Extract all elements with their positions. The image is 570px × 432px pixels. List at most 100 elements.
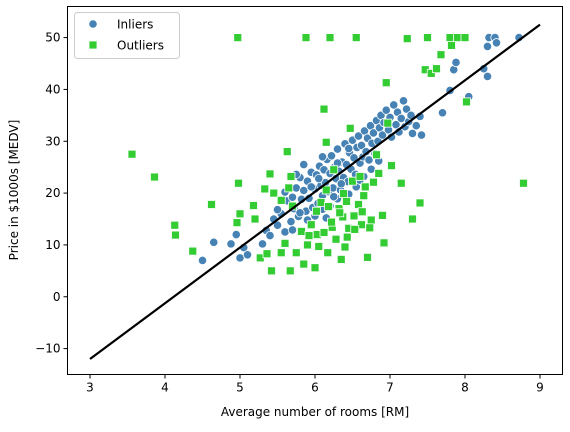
inlier-point [287, 192, 298, 202]
outlier-point [339, 189, 348, 199]
outlier-point [280, 238, 290, 248]
outlier-point [284, 183, 294, 193]
outlier-point [372, 150, 381, 160]
outlier-point [306, 220, 316, 230]
x-axis-ticks: 3 4 5 6 7 8 9 [86, 374, 544, 395]
inlier-point [295, 208, 305, 218]
y-axis-ticks: −10 0 10 20 30 40 50 [35, 31, 68, 356]
regression-line-layer [89, 23, 541, 360]
inlier-point [280, 227, 290, 237]
outlier-point [170, 220, 180, 230]
outlier-point [232, 218, 242, 228]
outlier-point [304, 231, 314, 240]
inlier-point [437, 108, 448, 118]
outlier-point [383, 118, 393, 128]
outlier-point [233, 33, 243, 42]
y-tick-label: −10 [35, 342, 60, 356]
inlier-point [209, 237, 219, 247]
outlier-point [301, 33, 311, 42]
legend-marker-outliers [88, 40, 98, 50]
inlier-point [411, 121, 421, 131]
y-tick-label: 20 [45, 186, 60, 200]
inlier-point [356, 140, 367, 151]
outlier-point [150, 172, 159, 182]
outlier-point [282, 147, 292, 157]
outlier-point [314, 242, 324, 251]
outlier-point [426, 68, 436, 78]
outlier-point [267, 266, 276, 276]
inlier-point [416, 130, 427, 140]
series-inliers [197, 32, 524, 266]
inlier-point [314, 173, 324, 184]
outlier-point [262, 249, 272, 259]
inlier-point [482, 71, 493, 82]
outlier-point [327, 217, 336, 227]
inlier-point [226, 239, 236, 249]
regression-line [89, 23, 541, 360]
outlier-point [316, 198, 326, 207]
inlier-point [451, 57, 461, 68]
inlier-point [336, 179, 346, 189]
outlier-point [276, 195, 286, 205]
inlier-point [491, 38, 502, 48]
x-tick-label: 7 [386, 381, 394, 395]
outlier-point [445, 33, 455, 42]
outlier-point [379, 238, 389, 248]
y-tick-label: 0 [53, 290, 61, 304]
outlier-point [387, 161, 396, 171]
outlier-point [235, 209, 245, 219]
inlier-point [401, 104, 412, 114]
inlier-point [482, 41, 493, 52]
outlier-point [297, 227, 306, 236]
outlier-point [250, 214, 260, 224]
outlier-point [381, 78, 391, 88]
outlier-point [291, 248, 301, 258]
inlier-point [377, 130, 388, 140]
outlier-point [432, 64, 441, 74]
x-tick-label: 9 [536, 381, 544, 395]
outlier-point [436, 50, 446, 60]
y-tick-label: 50 [45, 31, 60, 45]
outlier-point [402, 34, 412, 44]
outlier-point [342, 196, 351, 206]
inlier-point [257, 239, 268, 249]
inlier-point [353, 131, 364, 141]
outlier-point [355, 172, 365, 181]
y-tick-label: 10 [45, 238, 60, 252]
inlier-point [407, 128, 418, 139]
inlier-point [242, 250, 253, 260]
inlier-point [381, 105, 391, 115]
inlier-point [329, 192, 339, 202]
points-layer [127, 32, 528, 276]
inlier-point [272, 220, 283, 230]
outlier-point [319, 104, 329, 114]
legend-label-inliers: Inliers [117, 18, 153, 32]
inlier-point [197, 255, 208, 266]
y-tick-label: 30 [45, 134, 60, 148]
x-tick-label: 8 [461, 381, 469, 395]
outlier-point [324, 202, 333, 211]
inlier-point [231, 229, 241, 240]
inlier-point [366, 164, 376, 174]
inlier-point [344, 143, 354, 154]
outlier-point [351, 33, 361, 42]
outlier-point [325, 33, 335, 42]
outlier-point [321, 185, 331, 195]
outlier-point [342, 232, 352, 242]
outlier-point [319, 228, 329, 237]
outlier-point [366, 215, 376, 225]
inlier-point [332, 144, 343, 154]
inlier-point [389, 100, 399, 110]
y-axis-label: Price in $1000s [MEDV] [7, 120, 21, 261]
x-tick-label: 5 [236, 381, 244, 395]
outlier-point [335, 208, 345, 218]
outlier-point [408, 214, 417, 224]
inlier-point [306, 182, 316, 192]
legend: Inliers Outliers [74, 12, 180, 59]
outlier-point [340, 242, 350, 252]
x-axis-label: Average number of rooms [RM] [221, 405, 409, 419]
outlier-point [462, 97, 471, 107]
outlier-point [336, 255, 346, 264]
